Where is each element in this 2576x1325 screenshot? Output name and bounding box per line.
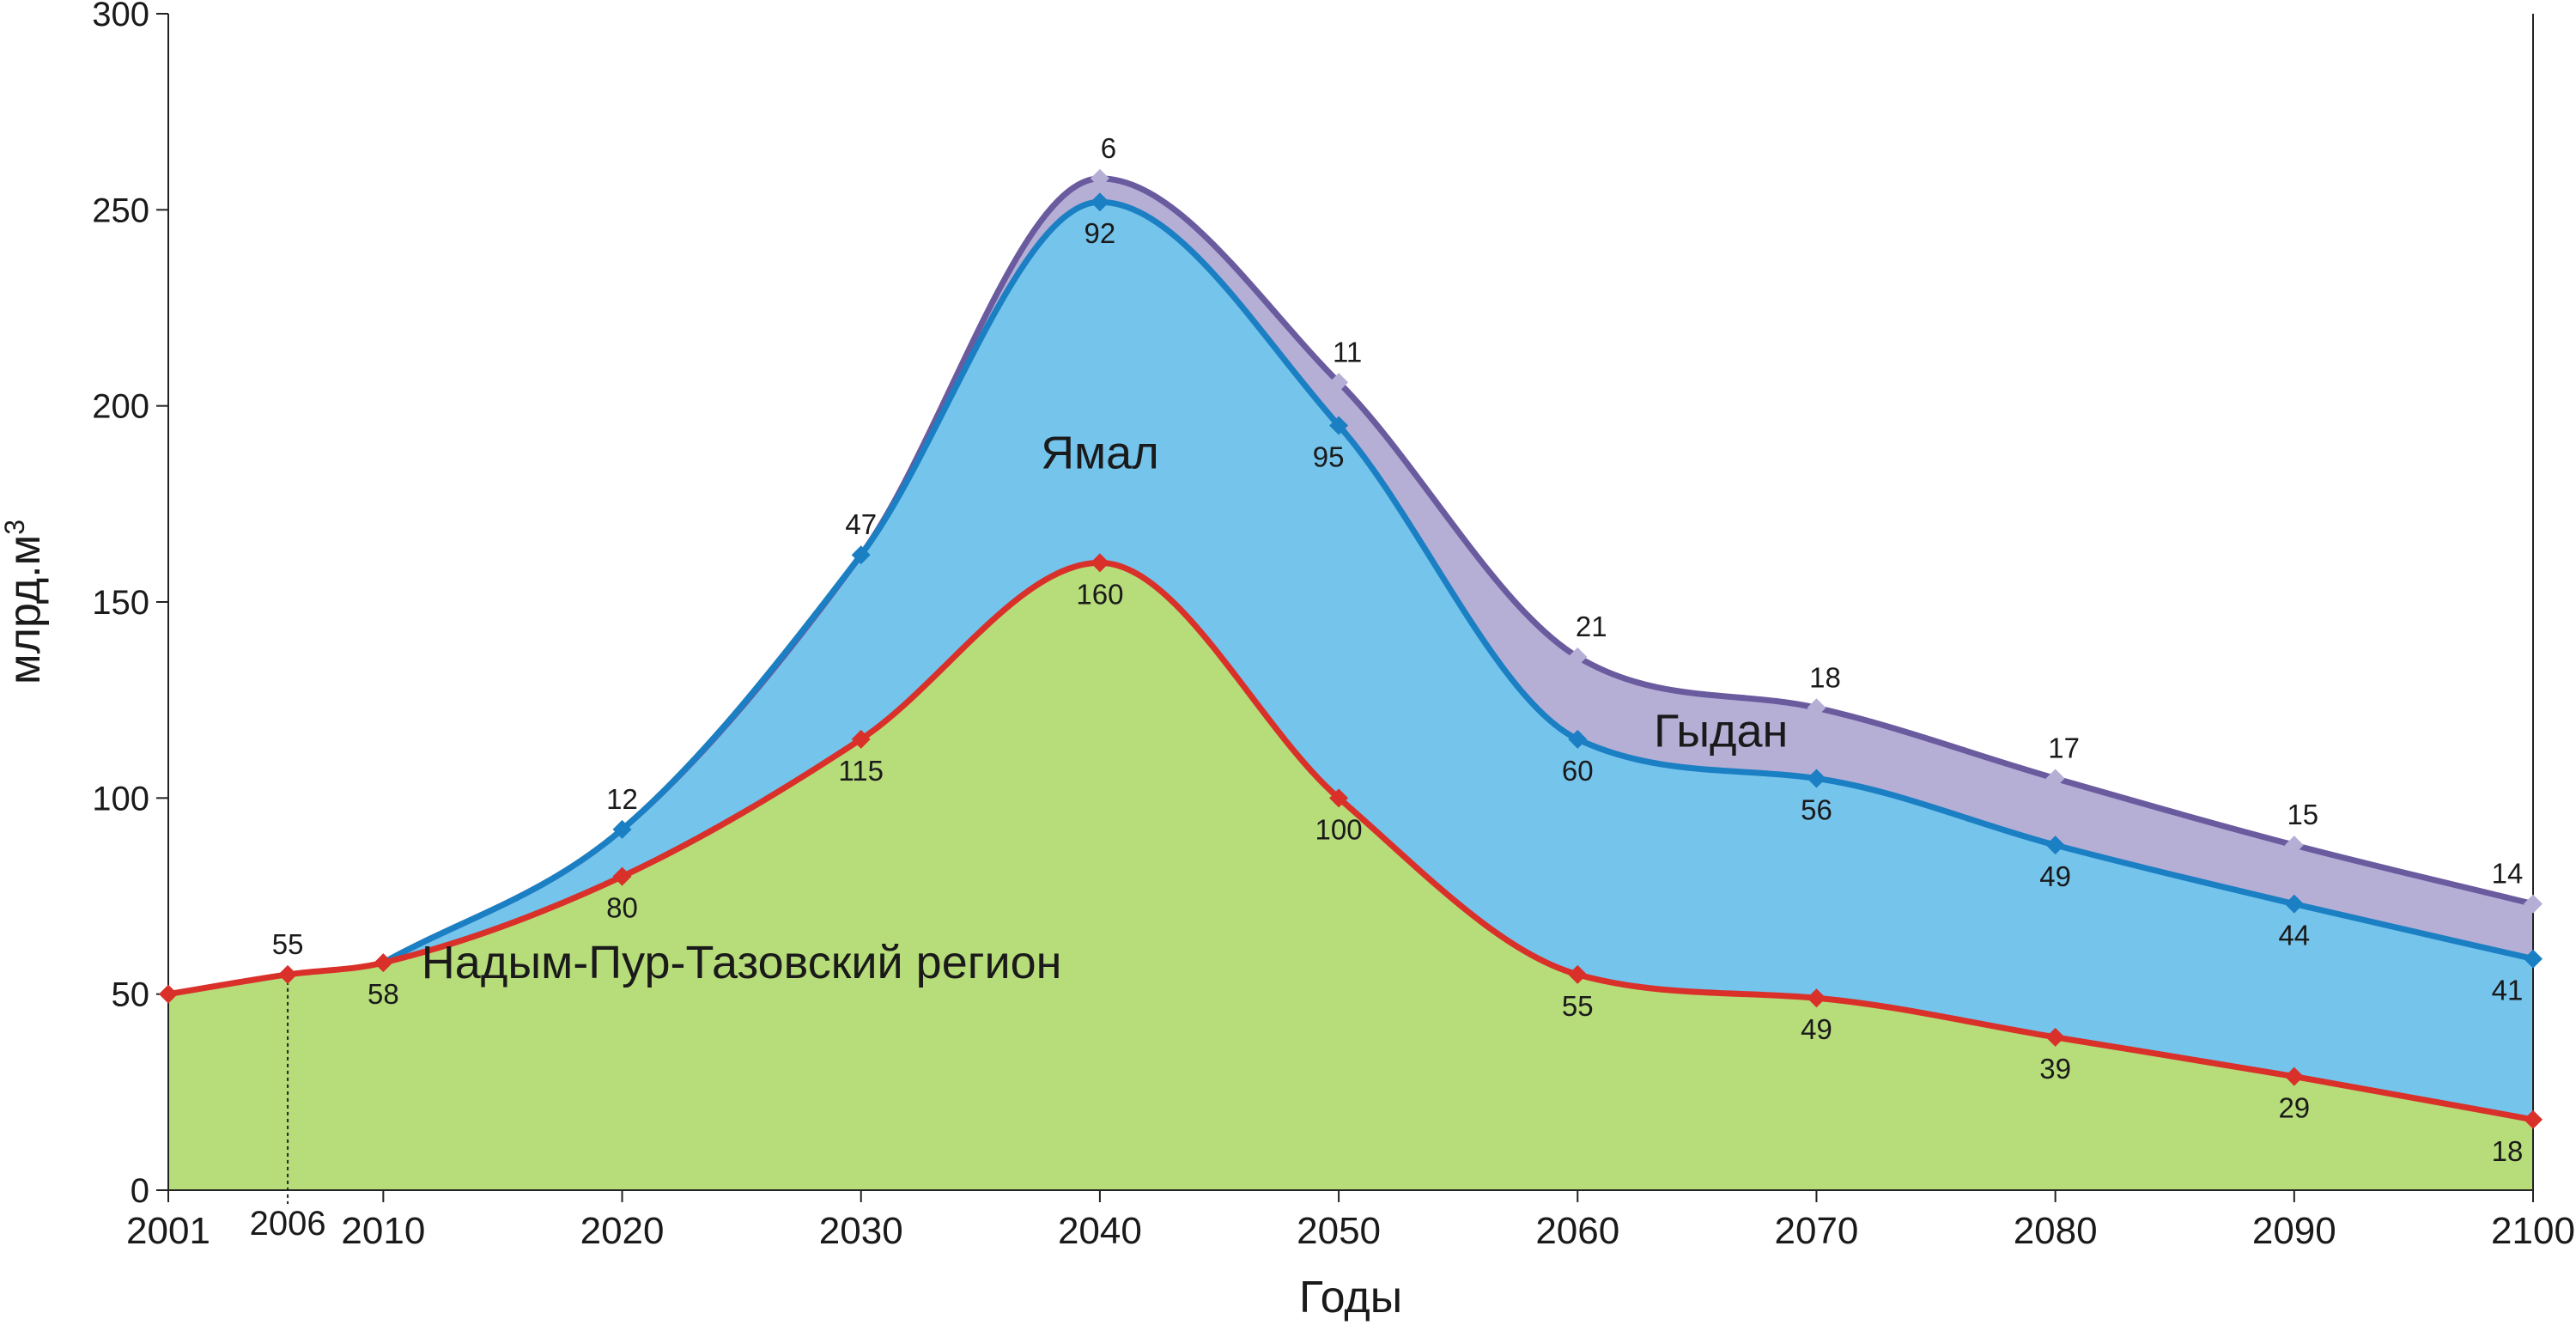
nadym-pur-taz-area — [168, 562, 2533, 1190]
nadym-pur-taz-data-label: 80 — [606, 892, 638, 924]
nadym-pur-taz-marker — [278, 964, 298, 984]
nadym-pur-taz-marker — [1568, 964, 1588, 984]
gydan-marker — [2284, 836, 2304, 855]
gydan-data-label: 21 — [1576, 611, 1607, 642]
yamal-data-label: 60 — [1562, 755, 1594, 787]
gydan-marker — [1090, 168, 1109, 188]
nadym-pur-taz-data-label: 29 — [2278, 1092, 2310, 1124]
region-label: Гыдан — [1654, 706, 1788, 757]
gydan-data-label: 18 — [1809, 661, 1841, 693]
gydan-data-label: 17 — [2048, 732, 2080, 764]
yamal-line — [381, 198, 2534, 966]
gydan-marker — [2045, 769, 2065, 788]
gydan-data-label: 15 — [2287, 799, 2318, 830]
x-tick-label: 2090 — [2252, 1210, 2336, 1252]
nadym-pur-taz-data-label: 18 — [2492, 1135, 2524, 1167]
x-tick-label: 2040 — [1058, 1210, 1142, 1252]
region-label: Ямал — [1041, 427, 1159, 478]
yamal-data-label: 49 — [2039, 860, 2071, 892]
nadym-pur-taz-line — [167, 559, 2534, 1123]
y-tick-label: 250 — [92, 191, 149, 229]
series-lines — [167, 175, 2534, 1123]
gydan-data-label: 14 — [2492, 858, 2524, 890]
x-tick-label: 2070 — [1775, 1210, 1859, 1252]
nadym-pur-taz-marker — [1329, 788, 1349, 808]
x-tick-label: 2100 — [2491, 1210, 2575, 1252]
gydan-marker — [1329, 373, 1349, 392]
nadym-pur-taz-marker — [374, 953, 393, 973]
nadym-pur-taz-marker — [2045, 1027, 2065, 1047]
y-axis-title: млрд.м3 — [0, 520, 50, 684]
nadym-pur-taz-data-label: 55 — [1562, 990, 1594, 1022]
nadym-pur-taz-marker — [1090, 553, 1109, 573]
nadym-pur-taz-marker — [159, 984, 178, 1004]
nadym-pur-taz-data-label: 115 — [838, 755, 884, 787]
y-tick-label: 100 — [92, 780, 149, 817]
gydan-marker — [1807, 698, 1826, 718]
nadym-pur-taz-marker — [1807, 988, 1826, 1008]
yamal-data-label: 44 — [2278, 920, 2310, 951]
x-tick-label: 2010 — [341, 1210, 425, 1252]
gydan-data-label: 6 — [1101, 132, 1116, 164]
x-tick-label: 2080 — [2014, 1210, 2098, 1252]
region-label: Надым-Пур-Тазовский регион — [422, 937, 1062, 988]
nadym-pur-taz-data-label: 49 — [1801, 1013, 1832, 1045]
nadym-pur-taz-data-label: 58 — [368, 978, 399, 1010]
data-markers — [159, 168, 2543, 1129]
yamal-data-label: 47 — [845, 508, 877, 540]
yamal-data-label: 12 — [606, 783, 638, 815]
nadym-pur-taz-marker — [612, 866, 632, 886]
gydan-marker — [2524, 894, 2543, 914]
nadym-pur-taz-marker — [2284, 1067, 2304, 1086]
nadym-pur-taz-marker — [851, 729, 871, 749]
yamal-data-label: 92 — [1084, 217, 1116, 249]
nadym-pur-taz-data-label: 160 — [1076, 578, 1123, 610]
x-axis-title: Годы — [1299, 1273, 1402, 1322]
stacked-areas — [168, 178, 2533, 1191]
yamal-marker — [612, 819, 632, 839]
x-tick-label-2006: 2006 — [250, 1205, 326, 1243]
nadym-pur-taz-data-label: 39 — [2039, 1053, 2071, 1085]
yamal-marker — [2284, 894, 2304, 914]
axis-ticks: 0 50 100 150 200 250 300 2001 2010 2020 2030 2040 20… — [92, 0, 2575, 1252]
nadym-pur-taz-data-label: 55 — [272, 928, 304, 960]
y-tick-label: 50 — [112, 976, 150, 1014]
yamal-data-label: 95 — [1313, 441, 1345, 473]
y-axis-title-text: млрд.м — [0, 535, 50, 684]
y-tick-label: 200 — [92, 388, 149, 426]
x-tick-label: 2060 — [1535, 1210, 1619, 1252]
y-axis-title-superscript: 3 — [0, 520, 30, 535]
yamal-marker — [1807, 769, 1826, 788]
gydan-data-label: 11 — [1333, 336, 1362, 368]
nadym-pur-taz-marker — [2524, 1109, 2543, 1129]
yamal-data-label: 41 — [2492, 975, 2524, 1006]
yamal-marker — [1329, 416, 1349, 435]
x-tick-label: 2020 — [580, 1210, 665, 1252]
yamal-marker — [1090, 192, 1109, 212]
region-labels: Надым-Пур-Тазовский регион Ямал Гыдан — [422, 427, 1789, 988]
y-tick-label: 150 — [92, 584, 149, 622]
yamal-marker — [851, 545, 871, 565]
data-labels: 55 58 80 115 160 100 55 49 39 29 18 12 47 92 95 60 56 49 4… — [272, 132, 2524, 1167]
nadym-pur-taz-data-label: 100 — [1315, 813, 1363, 845]
yamal-data-label: 56 — [1801, 794, 1832, 826]
yamal-marker — [1568, 729, 1588, 749]
gydan-marker — [1568, 647, 1588, 666]
x-tick-label: 2050 — [1297, 1210, 1381, 1252]
x-tick-label: 2001 — [126, 1210, 210, 1252]
x-tick-label: 2030 — [819, 1210, 903, 1252]
yamal-marker — [2045, 836, 2065, 855]
y-tick-label: 0 — [131, 1172, 149, 1210]
yamal-marker — [2524, 949, 2543, 969]
y-tick-label: 300 — [92, 0, 149, 33]
